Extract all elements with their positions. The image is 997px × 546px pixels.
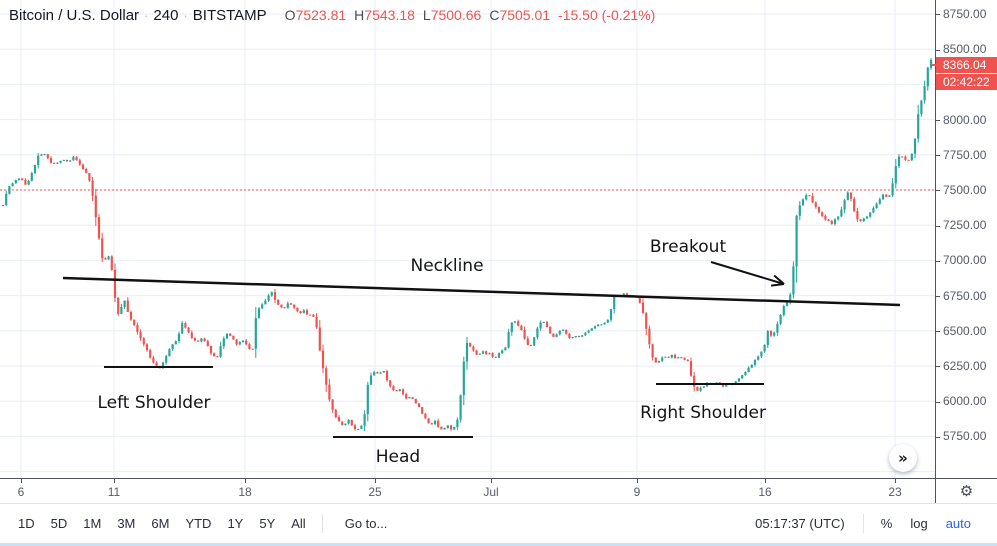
axis-tick bbox=[936, 260, 940, 262]
axis-tick bbox=[936, 331, 940, 333]
ohlc-field-label: H bbox=[354, 7, 365, 23]
left-shoulder-label: Left Shoulder bbox=[97, 393, 211, 413]
price-axis-label: 7750.00 bbox=[936, 148, 986, 162]
axis-tick bbox=[765, 479, 766, 483]
axis-tick bbox=[936, 49, 940, 51]
chart-legend: Bitcoin / U.S. Dollar · 240 · BITSTAMP O7523.… bbox=[9, 7, 655, 24]
axis-tick bbox=[114, 479, 115, 483]
toolbar-divider bbox=[321, 514, 323, 533]
gear-icon[interactable]: ⚙ bbox=[959, 482, 974, 500]
axis-tick bbox=[936, 436, 940, 438]
ohlc-field-value: 7523.81 bbox=[295, 7, 347, 23]
change-value: -15.50 (-0.21%) bbox=[558, 7, 656, 23]
time-axis-label: 11 bbox=[107, 485, 121, 499]
axis-tick bbox=[895, 479, 896, 483]
time-axis-label: 25 bbox=[368, 485, 382, 499]
axis-settings-cell: ⚙ bbox=[935, 478, 997, 503]
range-button-5y[interactable]: 5Y bbox=[251, 512, 283, 535]
exchange-label[interactable]: BITSTAMP bbox=[192, 7, 267, 24]
axis-tick bbox=[936, 401, 940, 403]
price-axis-label: 6000.00 bbox=[936, 394, 986, 408]
head-label: Head bbox=[375, 447, 421, 467]
separator-dot: · bbox=[183, 8, 188, 23]
ohlc-field-value: 7505.01 bbox=[499, 7, 551, 23]
range-button-1m[interactable]: 1M bbox=[75, 512, 109, 535]
range-button-3m[interactable]: 3M bbox=[109, 512, 143, 535]
clock-label[interactable]: 05:17:37 (UTC) bbox=[755, 516, 845, 531]
price-axis[interactable]: 8750.00 8500.00 8000.00 7750.00 7500.00 7250.… bbox=[931, 0, 997, 478]
price-axis-label: 8750.00 bbox=[936, 7, 986, 21]
time-axis-label: 18 bbox=[238, 485, 252, 499]
axis-tick bbox=[936, 119, 940, 121]
ohlc-field-label: L bbox=[422, 7, 431, 23]
axis-tick bbox=[936, 295, 940, 297]
last-price-badge: 8366.04 bbox=[931, 57, 997, 74]
ohlc-values: O7523.81 H7543.18 L7500.66 C7505.01 bbox=[277, 7, 550, 23]
price-axis-label: 8500.00 bbox=[936, 42, 986, 56]
ohlc-field-label: O bbox=[284, 7, 296, 23]
price-axis-label: 6750.00 bbox=[936, 289, 986, 303]
separator-dot: · bbox=[144, 8, 149, 23]
right-shoulder-label: Right Shoulder bbox=[640, 403, 766, 423]
time-axis-label: Jul bbox=[483, 485, 499, 499]
time-axis-label: 9 bbox=[633, 485, 641, 499]
price-axis-label: 7500.00 bbox=[936, 183, 986, 197]
axis-tick bbox=[375, 479, 376, 483]
axis-tick bbox=[637, 479, 638, 483]
range-button-1d[interactable]: 1D bbox=[10, 512, 43, 535]
range-button-6m[interactable]: 6M bbox=[143, 512, 177, 535]
toolbar-divider bbox=[862, 514, 864, 533]
chart-canvas[interactable]: Bitcoin / U.S. Dollar · 240 · BITSTAMP O7523.… bbox=[0, 0, 935, 478]
ohlc-field-value: 7543.18 bbox=[364, 7, 415, 23]
range-button-ytd[interactable]: YTD bbox=[177, 512, 219, 535]
range-toolbar: 1D 5D 1M 3M 6M YTD 1Y 5Y All Go to... bbox=[10, 512, 395, 535]
price-axis-label: 7250.00 bbox=[936, 218, 986, 232]
auto-scale-button[interactable]: auto bbox=[937, 512, 980, 535]
axis-tick bbox=[936, 366, 940, 368]
interval-label[interactable]: 240 bbox=[153, 7, 179, 24]
scale-toolbar: 05:17:37 (UTC) % log auto bbox=[755, 512, 980, 535]
time-axis[interactable]: 6 11 18 25 Jul 9 16 23 bbox=[0, 478, 935, 504]
candlestick-chart bbox=[0, 0, 935, 478]
price-axis-label: 6250.00 bbox=[936, 359, 986, 373]
time-axis-label: 6 bbox=[17, 485, 25, 499]
time-axis-label: 16 bbox=[758, 485, 772, 499]
axis-tick bbox=[21, 479, 22, 483]
breakout-label: Breakout bbox=[649, 237, 727, 257]
scroll-to-recent-button[interactable]: » bbox=[889, 444, 917, 472]
axis-tick bbox=[936, 155, 940, 157]
axis-tick bbox=[245, 479, 246, 483]
price-axis-label: 6500.00 bbox=[936, 324, 986, 338]
range-button-1y[interactable]: 1Y bbox=[219, 512, 251, 535]
price-axis-label: 8000.00 bbox=[936, 113, 986, 127]
ohlc-field-label: C bbox=[489, 7, 500, 23]
price-axis-label: 5750.00 bbox=[936, 429, 986, 443]
axis-tick bbox=[936, 225, 940, 227]
axis-tick bbox=[936, 14, 940, 16]
bottom-toolbar: 1D 5D 1M 3M 6M YTD 1Y 5Y All Go to... 05:17:37 (… bbox=[0, 503, 997, 543]
window-edge bbox=[0, 543, 997, 546]
neckline-label: Neckline bbox=[410, 256, 484, 276]
symbol-name[interactable]: Bitcoin / U.S. Dollar bbox=[9, 7, 140, 24]
range-button-all[interactable]: All bbox=[283, 512, 313, 535]
axis-tick bbox=[936, 190, 940, 192]
price-axis-label: 7000.00 bbox=[936, 253, 986, 267]
range-button-5d[interactable]: 5D bbox=[43, 512, 76, 535]
ohlc-field-value: 7500.66 bbox=[430, 7, 482, 23]
axis-tick bbox=[491, 479, 492, 483]
percent-scale-button[interactable]: % bbox=[872, 512, 902, 535]
goto-button[interactable]: Go to... bbox=[337, 512, 396, 535]
log-scale-button[interactable]: log bbox=[901, 512, 936, 535]
time-axis-label: 23 bbox=[888, 485, 902, 499]
countdown-badge: 02:42:22 bbox=[936, 74, 997, 91]
